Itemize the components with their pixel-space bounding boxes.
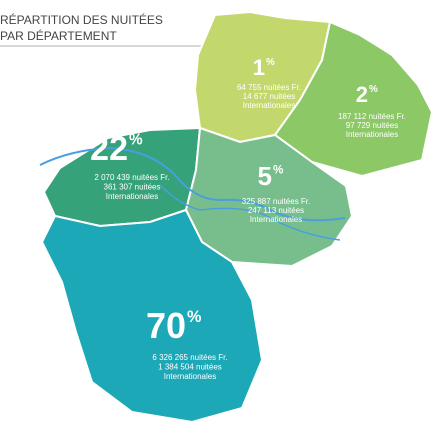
- percent: 2: [356, 82, 368, 107]
- detail-line: 97 729 nuitées: [346, 121, 399, 130]
- title-line: PAR DÉPARTEMENT: [0, 28, 117, 43]
- detail-line: 361 307 nuitées: [104, 183, 161, 192]
- region: [40, 208, 264, 424]
- detail-line: 187 112 nuitées Fr.: [338, 112, 406, 121]
- region: [273, 20, 434, 178]
- regions: [40, 10, 434, 424]
- detail-line: 2 070 439 nuitées Fr.: [94, 173, 169, 182]
- detail-line: Internationales: [346, 130, 398, 139]
- detail-line: 1 384 504 nuitées: [158, 363, 222, 372]
- percent-sign: %: [129, 132, 143, 149]
- detail-line: Internationales: [243, 101, 295, 110]
- detail-line: 6 326 265 nuitées Fr.: [152, 353, 227, 362]
- detail-line: 14 677 nuitées: [243, 92, 296, 101]
- percent-sign: %: [273, 163, 284, 176]
- percent: 70: [146, 305, 186, 346]
- river: [159, 184, 341, 241]
- detail-line: Internationales: [106, 192, 158, 201]
- detail-line: 64 755 nuitées Fr.: [237, 83, 301, 92]
- detail-line: 247 113 nuitées: [248, 206, 304, 215]
- percent-sign: %: [369, 84, 378, 95]
- detail-line: Internationales: [250, 215, 302, 224]
- title-line: RÉPARTITION DES NUITÉES: [0, 12, 163, 27]
- detail-line: Internationales: [164, 372, 216, 381]
- percent: 5: [258, 161, 272, 191]
- percent: 22: [90, 130, 128, 168]
- percent-sign: %: [187, 308, 201, 326]
- labels: 1 %64 755 nuitées Fr.14 677 nuitéesIntern…: [90, 55, 406, 381]
- percent-sign: %: [266, 57, 275, 68]
- detail-line: 325 887 nuitées Fr.: [242, 197, 311, 206]
- percent: 1: [253, 55, 265, 80]
- river: [39, 146, 346, 222]
